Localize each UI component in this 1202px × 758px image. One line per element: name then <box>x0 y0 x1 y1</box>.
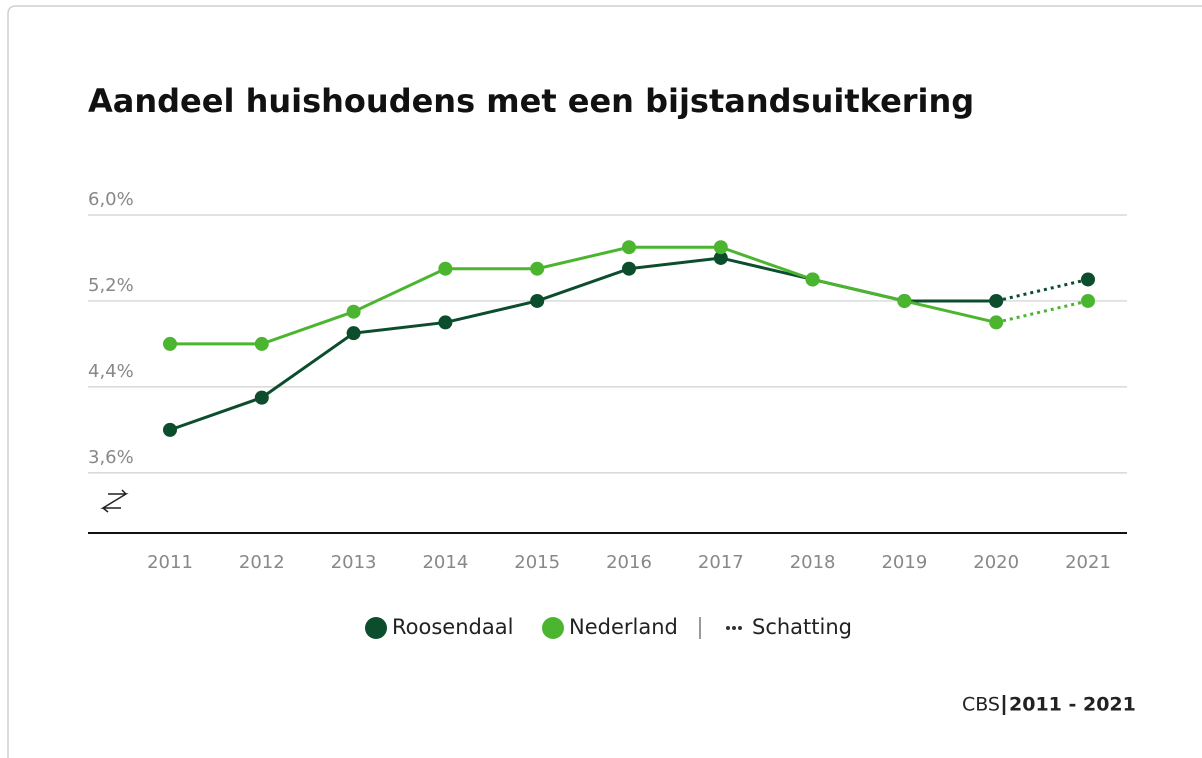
y-tick-label: 4,4% <box>88 361 134 382</box>
y-tick-label: 6,0% <box>88 189 134 210</box>
y-tick-label: 3,6% <box>88 447 134 468</box>
point <box>713 240 728 255</box>
period: 2011 - 2021 <box>1009 694 1136 716</box>
point <box>530 293 545 308</box>
x-tick-label: 2020 <box>973 552 1019 573</box>
source: CBS <box>962 694 1000 716</box>
card-border <box>7 5 1202 758</box>
point <box>163 422 177 437</box>
point <box>254 390 269 405</box>
point <box>346 326 361 341</box>
point <box>438 315 453 330</box>
legend-label: Roosendaal <box>392 615 513 639</box>
x-tick-label: 2019 <box>881 552 927 573</box>
series-line <box>169 256 997 432</box>
point <box>346 304 361 319</box>
legend-label: Nederland <box>569 615 678 639</box>
x-tick-label: 2014 <box>422 552 468 573</box>
legend-dot <box>732 626 736 630</box>
legend-dot <box>726 626 730 630</box>
legend-label: Schatting <box>752 615 852 639</box>
point <box>530 261 545 276</box>
estimate-line <box>995 277 1089 303</box>
point <box>622 261 636 276</box>
y-tick-label: 5,2% <box>88 275 134 296</box>
series-line <box>170 245 997 346</box>
x-tick-label: 2021 <box>1065 552 1111 573</box>
x-tick-label: 2012 <box>239 552 285 573</box>
legend-marker <box>542 617 564 639</box>
axis-break <box>100 489 129 513</box>
x-tick-label: 2011 <box>147 552 193 573</box>
legend-marker <box>365 617 387 639</box>
legend-dot <box>738 626 742 630</box>
point <box>989 315 1004 330</box>
point <box>989 293 1004 308</box>
point <box>805 272 820 287</box>
x-tick-label: 2018 <box>790 552 836 573</box>
point <box>713 250 728 265</box>
x-tick-label: 2017 <box>698 552 744 573</box>
point <box>1081 272 1095 287</box>
point <box>897 293 912 308</box>
point <box>1081 293 1095 308</box>
x-tick-label: 2016 <box>606 552 652 573</box>
point <box>438 261 453 276</box>
x-tick-label: 2015 <box>514 552 560 573</box>
point <box>163 336 177 351</box>
estimate-line <box>995 299 1089 324</box>
point <box>622 240 636 255</box>
x-tick-label: 2013 <box>331 552 377 573</box>
chart-title: Aandeel huishoudens met een bijstandsuit… <box>88 82 974 120</box>
point <box>254 336 269 351</box>
